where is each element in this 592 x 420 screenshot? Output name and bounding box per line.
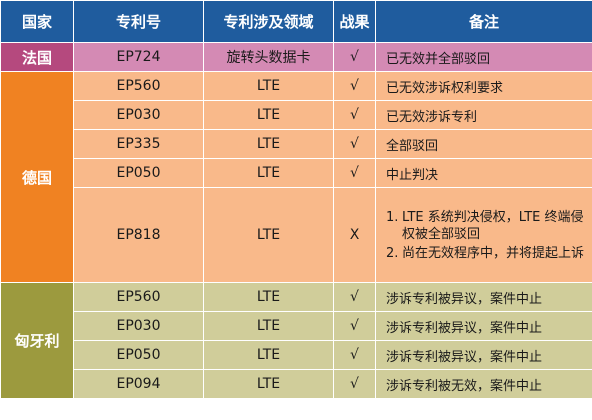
remark-item-text: 尚在无效程序中，并将提起上诉 <box>402 245 585 261</box>
result-cell: √ <box>333 369 376 399</box>
remark-cell: 涉诉专利被无效，案件中止 <box>375 369 592 399</box>
patent-number-cell: EP094 <box>73 369 204 399</box>
result-cell: √ <box>333 158 376 188</box>
patent-field-cell: LTE <box>203 340 334 370</box>
remark-cell: 已无效涉诉专利 <box>375 100 592 130</box>
table-row: EP030 LTE √ 涉诉专利被异议，案件中止 <box>1 311 592 341</box>
remark-list-item: 1. LTE 系统判决侵权，LTE 终端侵权被全部驳回 <box>386 209 592 243</box>
table-row: EP050 LTE √ 涉诉专利被异议，案件中止 <box>1 340 592 370</box>
table-row: EP050 LTE √ 中止判决 <box>1 158 592 188</box>
patent-field-cell: LTE <box>203 71 334 101</box>
remark-list: 1. LTE 系统判决侵权，LTE 终端侵权被全部驳回 2. 尚在无效程序中，并将提… <box>386 209 592 262</box>
remark-cell: 涉诉专利被异议，案件中止 <box>375 340 592 370</box>
remark-item-number: 2. <box>386 245 399 261</box>
patent-number-cell: EP335 <box>73 129 204 159</box>
patent-field-cell: LTE <box>203 100 334 130</box>
result-cell: √ <box>333 282 376 312</box>
patent-field-cell: LTE <box>203 369 334 399</box>
header-country: 国家 <box>0 0 74 43</box>
patent-number-cell: EP724 <box>73 42 204 72</box>
patent-field-cell: LTE <box>203 282 334 312</box>
patent-number-cell: EP560 <box>73 282 204 312</box>
country-cell-hungary: 匈牙利 <box>0 282 74 399</box>
patent-field-cell: 旋转头数据卡 <box>203 42 334 72</box>
country-cell-france: 法国 <box>0 42 74 72</box>
patent-litigation-table: 国家 专利号 专利涉及领域 战果 备注 法国 EP724 旋转头数据卡 √ 已无… <box>0 0 592 399</box>
result-cell: √ <box>333 42 376 72</box>
table-row: EP335 LTE √ 全部驳回 <box>1 129 592 159</box>
table-row: EP094 LTE √ 涉诉专利被无效，案件中止 <box>1 369 592 399</box>
result-cell: X <box>333 187 376 283</box>
header-result: 战果 <box>333 0 376 43</box>
remark-cell: 1. LTE 系统判决侵权，LTE 终端侵权被全部驳回 2. 尚在无效程序中，并将提… <box>375 187 592 283</box>
table-row: EP030 LTE √ 已无效涉诉专利 <box>1 100 592 130</box>
remark-cell: 涉诉专利被异议，案件中止 <box>375 311 592 341</box>
result-cell: √ <box>333 100 376 130</box>
remark-cell: 已无效涉诉权利要求 <box>375 71 592 101</box>
patent-number-cell: EP818 <box>73 187 204 283</box>
patent-field-cell: LTE <box>203 158 334 188</box>
remark-cell: 全部驳回 <box>375 129 592 159</box>
remark-cell: 涉诉专利被异议，案件中止 <box>375 282 592 312</box>
country-cell-germany: 德国 <box>0 71 74 283</box>
table-row: EP818 LTE X 1. LTE 系统判决侵权，LTE 终端侵权被全部驳回 2… <box>1 187 592 283</box>
patent-number-cell: EP560 <box>73 71 204 101</box>
header-remarks: 备注 <box>375 0 592 43</box>
patent-number-cell: EP050 <box>73 158 204 188</box>
patent-number-cell: EP050 <box>73 340 204 370</box>
patent-number-cell: EP030 <box>73 311 204 341</box>
table-row: 德国 EP560 LTE √ 已无效涉诉权利要求 <box>0 71 592 283</box>
result-cell: √ <box>333 129 376 159</box>
table-row: 法国 EP724 旋转头数据卡 √ 已无效并全部驳回 <box>0 42 592 72</box>
remark-item-text: LTE 系统判决侵权，LTE 终端侵权被全部驳回 <box>402 209 584 242</box>
patent-field-cell: LTE <box>203 311 334 341</box>
result-cell: √ <box>333 311 376 341</box>
header-row: 国家 专利号 专利涉及领域 战果 备注 <box>0 0 592 43</box>
patent-field-cell: LTE <box>203 129 334 159</box>
remark-cell: 已无效并全部驳回 <box>375 42 592 72</box>
remark-item-number: 1. <box>386 209 399 225</box>
result-cell: √ <box>333 71 376 101</box>
remark-cell: 中止判决 <box>375 158 592 188</box>
patent-field-cell: LTE <box>203 187 334 283</box>
header-patent-field: 专利涉及领域 <box>203 0 334 43</box>
remark-list-item: 2. 尚在无效程序中，并将提起上诉 <box>386 245 592 262</box>
patent-number-cell: EP030 <box>73 100 204 130</box>
table-row: 匈牙利 EP560 LTE √ 涉诉专利被异议，案件中止 <box>0 282 592 399</box>
header-patent-number: 专利号 <box>73 0 204 43</box>
result-cell: √ <box>333 340 376 370</box>
